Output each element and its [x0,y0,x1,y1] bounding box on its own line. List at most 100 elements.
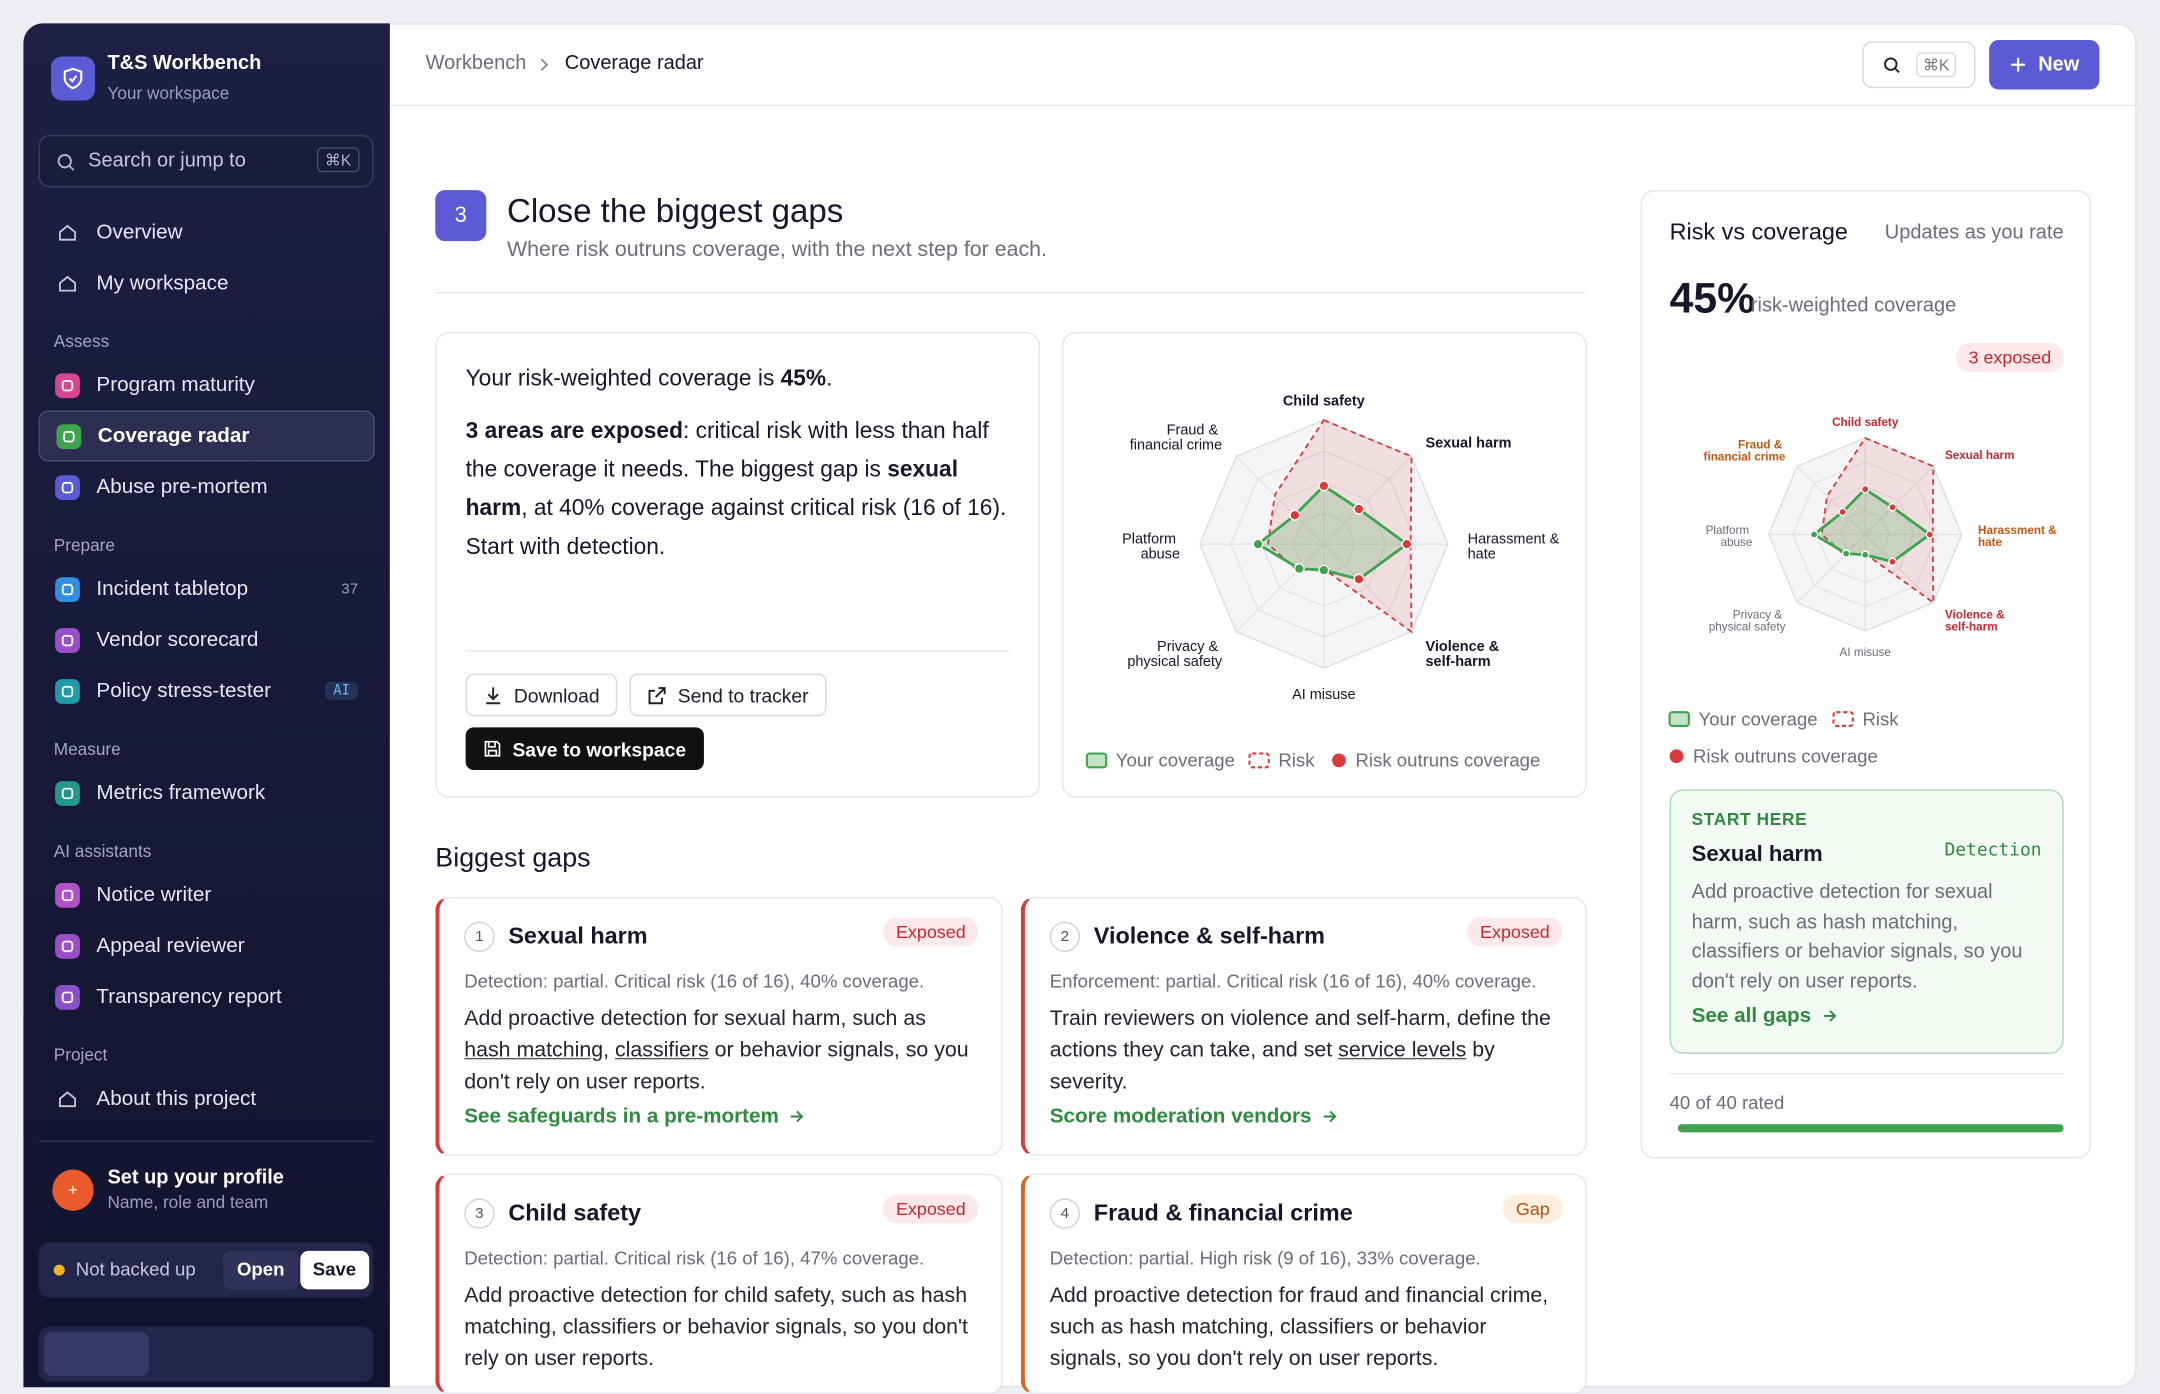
coverage-point [1401,538,1413,550]
nav-icon [55,220,80,245]
nav-badge: 37 [341,580,359,598]
gap-title: Sexual harm [508,922,648,949]
progress-fill [1677,1124,2064,1133]
nav-icon [55,780,80,806]
radar-label: Harassment & hate [1978,524,2060,549]
nav-item[interactable]: Metrics framework [39,767,375,818]
avatar[interactable]: + [52,1169,94,1211]
gap-link[interactable]: Score moderation vendors [1050,1105,1561,1128]
section-subtitle: Where risk outruns coverage, with the ne… [506,238,1047,262]
stage: T&S Workbench Your workspace Search or j… [23,23,2137,1394]
coverage-point [1925,530,1935,539]
nav-item[interactable]: Abuse pre-mortem [39,461,375,512]
gaps-title: Biggest gaps [435,843,591,874]
gap-meta: Detection: partial. Critical risk (16 of… [464,971,925,992]
nav: Overview My workspace Assess Program maturi… [23,207,389,1124]
legend-label: Risk outruns coverage [1693,745,1878,766]
nav-group-label: Measure [53,739,121,760]
coverage-point [1888,557,1897,567]
text-segment: : critical risk with less than half the … [465,418,989,483]
gap-title: Violence & self-harm [1093,922,1326,949]
gap-number: 2 [1049,920,1080,952]
text-segment: Add proactive detection for fraud and fi… [1049,1283,1549,1371]
radar-spoke [1323,455,1412,545]
radar-label: AI misuse [1292,687,1355,703]
app-title: T&S Workbench [107,52,262,75]
gap-card: 3 Child safety Exposed Detection: partial. … [435,1173,1003,1394]
divider [435,292,1586,294]
download-button[interactable]: Download [465,673,618,717]
start-desc: Add proactive detection for sexual harm,… [1691,881,2023,993]
gap-card: 4 Fraud & financial crime Gap Detection: pa… [1020,1173,1587,1394]
nav-item[interactable]: Overview [39,207,375,258]
save-button[interactable]: Save [300,1250,369,1290]
radar-label: Privacy & physical safety [1709,608,1786,633]
send-button[interactable]: Send to tracker [629,673,827,717]
nav-item[interactable]: Transparency report [39,971,375,1022]
nav-item[interactable]: My workspace [39,258,375,309]
tab[interactable] [44,1332,149,1377]
text-segment: or behavior signals, so you don't rely o… [464,1038,969,1094]
text-segment: Add proactive detection for child safety… [464,1283,968,1371]
nav-group-label: Assess [53,331,110,352]
nav-icon [55,576,80,602]
nav-label-text: About this project [96,1086,257,1111]
radar-label: Violence & self-harm [1426,639,1504,670]
nav-item[interactable]: Program maturity [39,360,375,411]
coverage-point [1860,484,1870,494]
nav-icon [55,1086,80,1111]
gap-tag: Gap [1503,1194,1563,1224]
legend-label: Risk [1862,708,1899,729]
coverage-label: risk-weighted coverage [1750,294,1957,317]
legend-marker [1669,749,1684,764]
legend-label: Your coverage [1699,708,1818,729]
text-segment: 3 areas are exposed [465,418,683,444]
legend-label: Risk outruns coverage [1356,750,1541,771]
radar-label: AI misuse [1840,646,1891,659]
text-segment: Add proactive detection for sexual harm,… [464,1006,926,1031]
radar-label: Child safety [1832,416,1899,429]
search-box[interactable]: Search or jump to ⌘K [38,135,374,188]
profile-title[interactable]: Set up your profile [107,1166,284,1189]
nav-item[interactable]: Notice writer [39,869,375,920]
nav-icon [55,372,80,398]
coverage-point [1289,509,1301,521]
panel-title: Risk vs coverage [1669,219,1848,246]
new-button[interactable]: New [1989,39,2100,90]
nav-item[interactable]: Policy stress-tester AI [39,665,375,716]
text-segment: hash matching [464,1038,604,1063]
panel-note: Updates as you rate [1884,221,2064,244]
exposed-badge: 3 exposed [1956,343,2064,372]
gap-link[interactable]: See safeguards in a pre-mortem [464,1105,976,1128]
nav-icon [55,474,80,500]
breadcrumb-root[interactable]: Workbench [425,52,527,75]
search-placeholder: Search or jump to [88,150,246,173]
legend-swatch [1085,752,1108,769]
open-button[interactable]: Open [223,1250,299,1290]
radar-chart-small: Child safety Sexual harm Harassment & hate… [1668,416,2060,766]
nav-item[interactable]: Incident tabletop 37 [39,563,375,614]
nav-icon [55,271,80,296]
gap-meta: Detection: partial. Critical risk (16 of… [464,1248,925,1269]
nav-label-text: Program maturity [96,373,255,397]
save-workspace-button[interactable]: Save to workspace [465,727,705,771]
nav-item[interactable]: Coverage radar [38,410,375,462]
search-button[interactable]: ⌘K [1862,41,1976,89]
nav-label-text: Transparency report [96,984,282,1009]
start-label: START HERE [1691,809,1808,830]
gap-header: 4 Fraud & financial crime [1049,1194,1561,1231]
progress-label: 40 of 40 rated [1669,1092,1785,1114]
nav-icon [55,933,80,959]
nav-item[interactable]: Appeal reviewer [39,920,375,971]
nav-label-text: Coverage radar [97,424,250,448]
gap-number: 1 [464,920,495,952]
gap-header: 1 Sexual harm [464,917,976,954]
side-panel: Risk vs coverage Updates as you rate 45%… [1640,190,2092,1159]
coverage-point [1353,573,1365,585]
nav-item[interactable]: About this project [39,1073,375,1124]
gap-desc: Train reviewers on violence and self-har… [1050,1003,1561,1098]
radar-label: Fraud & financial crime [1130,422,1222,453]
start-link[interactable]: See all gaps [1692,1004,1838,1028]
nav-item[interactable]: Vendor scorecard [39,614,375,665]
gap-number: 4 [1049,1197,1080,1229]
